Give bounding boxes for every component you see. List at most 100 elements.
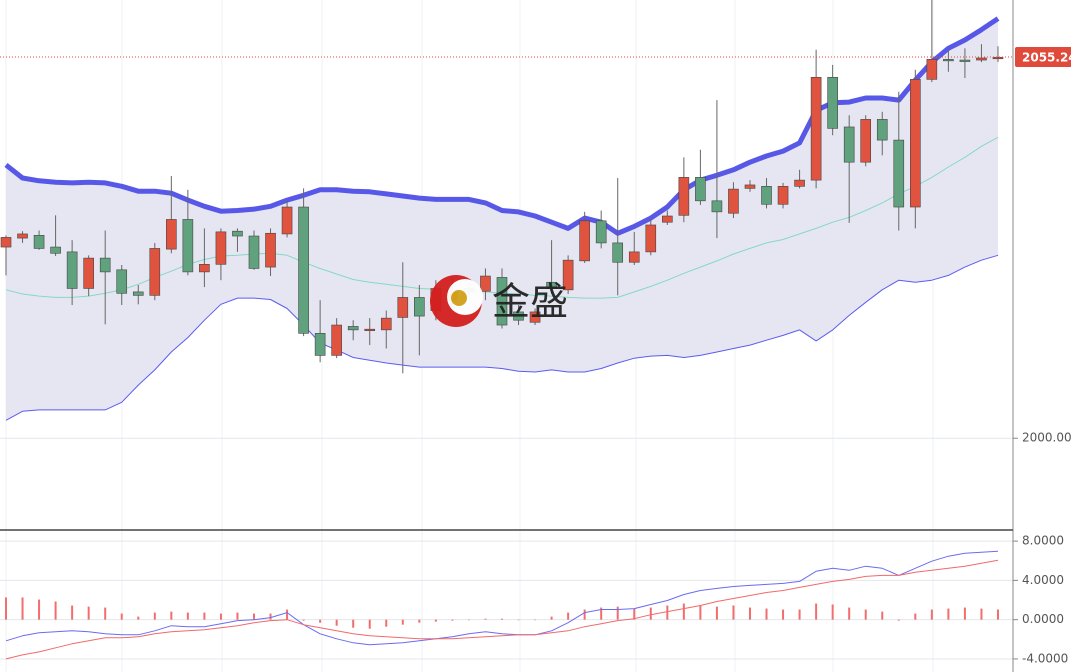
candle-body <box>331 324 342 356</box>
candle-body <box>579 220 590 262</box>
watermark: 金盛 <box>430 275 568 327</box>
candle-body <box>612 242 624 263</box>
candle-body <box>728 188 739 214</box>
candle-body <box>711 200 723 213</box>
histogram-bar <box>104 607 107 620</box>
candle-body <box>926 59 938 80</box>
y-tick-label: 2000.00 <box>1022 431 1071 445</box>
histogram-bar <box>500 618 503 620</box>
histogram-bar <box>897 619 900 621</box>
candle-body <box>132 291 144 296</box>
histogram-bar <box>616 606 619 620</box>
candle-body <box>0 237 12 248</box>
histogram-bar <box>153 612 156 620</box>
histogram-bar <box>930 609 933 620</box>
candle-body <box>99 257 111 273</box>
candle-body <box>678 177 690 216</box>
histogram-bar <box>864 609 867 620</box>
candle-body <box>182 219 194 273</box>
histogram-bar <box>980 608 983 620</box>
candle-body <box>943 59 954 62</box>
candle-body <box>397 297 409 318</box>
histogram-bar <box>815 603 818 620</box>
histogram-bar <box>252 613 255 620</box>
histogram-bar <box>914 613 917 620</box>
candle-body <box>860 119 872 163</box>
candle-body <box>761 186 772 205</box>
histogram-bar <box>87 606 90 620</box>
histogram-bar <box>71 605 74 620</box>
histogram-bar <box>385 619 388 627</box>
candle-body <box>827 76 838 129</box>
candle-body <box>281 206 293 235</box>
histogram-bar <box>54 601 57 620</box>
histogram-bar <box>451 619 454 621</box>
histogram-bar <box>302 619 305 621</box>
histogram-bar <box>996 609 999 620</box>
candle-body <box>695 177 706 202</box>
candle-body <box>959 59 971 62</box>
candle-body <box>744 184 756 189</box>
histogram-bar <box>649 607 652 620</box>
candle-body <box>893 139 905 208</box>
histogram-bar <box>467 619 470 621</box>
histogram-bar <box>567 612 570 620</box>
candle-body <box>66 251 78 289</box>
histogram-bar <box>170 611 173 620</box>
candle-body <box>480 275 491 292</box>
histogram-bar <box>798 609 801 620</box>
histogram-bar <box>517 619 520 621</box>
histogram-bar <box>5 597 7 620</box>
histogram-bar <box>583 609 586 620</box>
histogram-bar <box>335 619 338 626</box>
histogram-bar <box>963 607 966 620</box>
candle-body <box>529 311 541 323</box>
histogram-bar <box>236 612 239 620</box>
logo-gold <box>451 290 467 306</box>
histogram-bar <box>666 605 669 620</box>
histogram-bar <box>38 599 41 620</box>
y-tick-label: 0.0000 <box>1022 612 1064 626</box>
candle-body <box>248 235 260 269</box>
histogram-bar <box>401 619 404 625</box>
y-tick-label: 4.0000 <box>1022 573 1064 587</box>
candle-body <box>33 235 45 249</box>
last-price-label: 2055.24 <box>1022 51 1071 65</box>
histogram-bar <box>831 604 834 620</box>
series-line <box>5 559 999 660</box>
candle-body <box>910 79 921 208</box>
candle-body <box>662 215 673 223</box>
histogram-bar <box>748 607 751 620</box>
series-line <box>5 254 999 421</box>
candle-body <box>347 326 359 331</box>
series-line <box>5 550 999 646</box>
histogram-bar <box>765 608 768 620</box>
histogram-bar <box>352 619 355 628</box>
candle-body <box>298 206 309 334</box>
histogram-bar <box>319 619 322 623</box>
candle-body <box>17 233 28 239</box>
candle-body <box>843 126 855 163</box>
histogram-bar <box>600 607 603 620</box>
candle-body <box>496 277 508 326</box>
histogram-bar <box>947 608 950 620</box>
candle-body <box>513 311 524 321</box>
histogram-bar <box>484 618 487 620</box>
candle-body <box>414 297 425 317</box>
histogram-bar <box>715 606 718 620</box>
candle-body <box>876 119 888 141</box>
candle-body <box>777 186 789 205</box>
histogram-bar <box>203 612 206 620</box>
histogram-bar <box>368 619 371 629</box>
candle-body <box>50 246 61 254</box>
candle-body <box>265 232 276 268</box>
candle-body <box>149 248 161 296</box>
candle-body <box>364 328 376 331</box>
histogram-bar <box>434 619 437 622</box>
candle-body <box>116 269 128 294</box>
histogram-bar <box>120 613 123 620</box>
candle-body <box>645 224 657 253</box>
last-price-box <box>1015 47 1071 68</box>
